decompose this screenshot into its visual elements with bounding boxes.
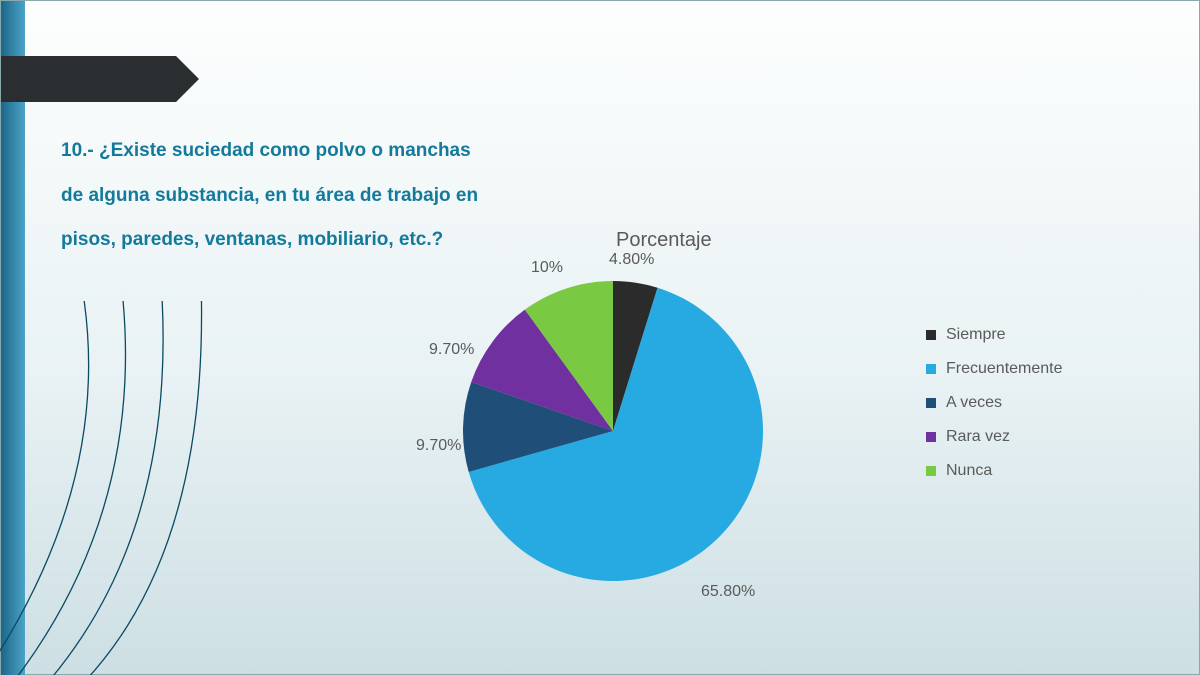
legend: Siempre Frecuentemente A veces Rara vez Nunc…	[926, 326, 1063, 496]
legend-item: Siempre	[926, 326, 1063, 344]
legend-swatch	[926, 364, 936, 374]
legend-item: Frecuentemente	[926, 360, 1063, 378]
legend-item: A veces	[926, 394, 1063, 412]
legend-swatch	[926, 466, 936, 476]
chart-title: Porcentaje	[616, 229, 712, 252]
pct-label: 9.70%	[416, 437, 461, 455]
pct-label: 10%	[531, 259, 563, 277]
slide: 10.- ¿Existe suciedad como polvo o manch…	[0, 0, 1200, 675]
legend-swatch	[926, 330, 936, 340]
question-text: 10.- ¿Existe suciedad como polvo o manch…	[61, 129, 481, 263]
pie-chart	[463, 281, 763, 581]
pct-label: 4.80%	[609, 251, 654, 269]
swoosh-decoration	[0, 301, 471, 675]
legend-item: Nunca	[926, 462, 1063, 480]
left-accent-bar	[1, 1, 25, 675]
pct-label: 9.70%	[429, 341, 474, 359]
legend-label: Siempre	[946, 326, 1006, 344]
pct-label: 65.80%	[701, 583, 755, 601]
legend-swatch	[926, 398, 936, 408]
legend-swatch	[926, 432, 936, 442]
legend-item: Rara vez	[926, 428, 1063, 446]
legend-label: Nunca	[946, 462, 992, 480]
legend-label: A veces	[946, 394, 1002, 412]
legend-label: Frecuentemente	[946, 360, 1063, 378]
arrow-banner	[1, 56, 176, 102]
legend-label: Rara vez	[946, 428, 1010, 446]
